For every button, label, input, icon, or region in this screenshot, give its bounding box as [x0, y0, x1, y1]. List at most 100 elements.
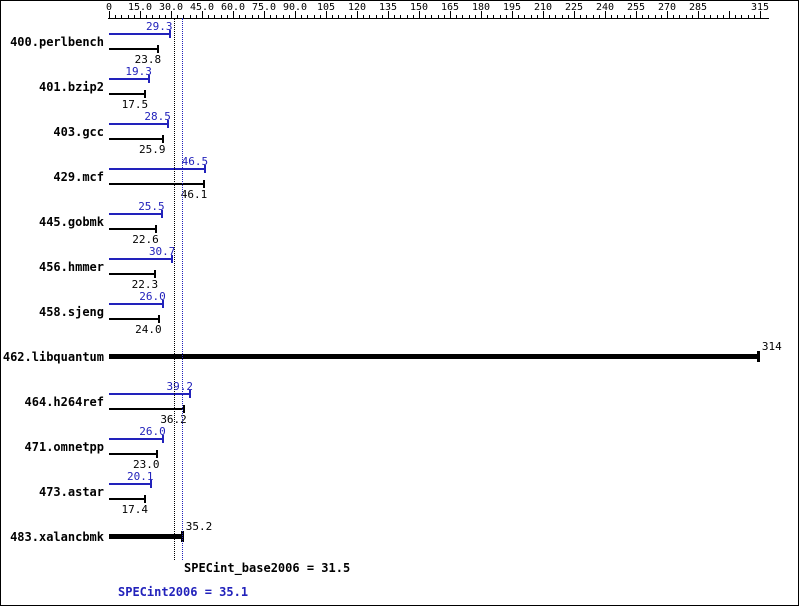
peak-bar-endcap	[149, 480, 152, 488]
benchmark-label: 473.astar	[38, 485, 104, 499]
benchmark-label: 483.xalancbmk	[10, 530, 104, 544]
axis-tick-label: 120	[347, 2, 367, 13]
axis-minor-tick	[741, 15, 742, 18]
axis-major-tick	[574, 11, 575, 18]
axis-minor-tick	[134, 15, 135, 18]
axis-minor-tick	[146, 15, 147, 18]
base-mean-label: SPECint_base2006 = 31.5	[184, 561, 351, 575]
axis-major-tick	[171, 11, 172, 18]
peak-bar	[109, 168, 206, 170]
axis-major-tick	[481, 11, 482, 18]
base-bar-endcap	[203, 180, 206, 188]
axis-major-tick	[202, 11, 203, 18]
axis-minor-tick	[345, 15, 346, 18]
axis-minor-tick	[301, 15, 302, 18]
axis-minor-tick	[128, 15, 129, 18]
axis-minor-tick	[735, 15, 736, 18]
axis-major-tick	[760, 11, 761, 18]
base-bar	[109, 408, 184, 410]
axis-minor-tick	[208, 15, 209, 18]
axis-minor-tick	[524, 15, 525, 18]
axis-tick-label: 15.0	[127, 2, 153, 13]
axis-major-tick	[264, 11, 265, 18]
benchmark-label: 462.libquantum	[2, 350, 104, 364]
peak-value-label: 29.3	[146, 20, 173, 33]
axis-tick-label: 180	[471, 2, 491, 13]
axis-minor-tick	[369, 15, 370, 18]
x-axis-line	[108, 18, 769, 19]
axis-minor-tick	[723, 15, 724, 18]
peak-bar-endcap	[171, 255, 174, 263]
peak-bar	[109, 438, 163, 440]
axis-minor-tick	[425, 15, 426, 18]
axis-minor-tick	[754, 15, 755, 18]
base-value-label: 23.8	[134, 53, 162, 66]
benchmark-label: 471.omnetpp	[24, 440, 104, 454]
axis-minor-tick	[599, 15, 600, 18]
base-value-label: 24.0	[135, 323, 162, 336]
peak-bar-endcap	[166, 120, 169, 128]
axis-minor-tick	[642, 15, 643, 18]
base-value-label: 314	[761, 340, 782, 353]
base-bar-endcap	[756, 351, 760, 362]
peak-value-label: 46.5	[181, 155, 209, 168]
base-bar-endcap	[157, 45, 160, 53]
axis-minor-tick	[438, 15, 439, 18]
peak-value-label: 28.5	[144, 110, 171, 123]
axis-minor-tick	[152, 15, 153, 18]
peak-bar	[109, 33, 170, 35]
axis-major-tick	[233, 11, 234, 18]
axis-minor-tick	[314, 15, 315, 18]
axis-minor-tick	[159, 15, 160, 18]
base-value-label: 46.1	[180, 188, 208, 201]
axis-minor-tick	[611, 15, 612, 18]
axis-minor-tick	[469, 15, 470, 18]
axis-minor-tick	[227, 15, 228, 18]
peak-bar-endcap	[189, 390, 191, 398]
benchmark-label: 464.h264ref	[24, 395, 104, 409]
axis-minor-tick	[624, 15, 625, 18]
base-value-label: 35.2	[185, 520, 213, 533]
axis-major-tick	[450, 11, 451, 18]
axis-minor-tick	[245, 15, 246, 18]
base-value-label: 17.5	[121, 98, 149, 111]
axis-minor-tick	[593, 15, 594, 18]
axis-major-tick	[357, 11, 358, 18]
axis-minor-tick	[630, 15, 631, 18]
axis-major-tick	[605, 11, 606, 18]
axis-minor-tick	[177, 15, 178, 18]
axis-tick-label: 285	[688, 2, 708, 13]
peak-bar-endcap	[204, 165, 207, 173]
benchmark-label: 456.hmmer	[38, 260, 104, 274]
axis-tick-label: 90.0	[282, 2, 308, 13]
axis-tick-label: 315	[750, 2, 770, 13]
axis-major-tick	[512, 11, 513, 18]
base-bar-endcap	[154, 225, 157, 233]
base-bar-endcap	[154, 270, 157, 278]
axis-major-tick	[667, 11, 668, 18]
benchmark-label: 401.bzip2	[38, 80, 104, 94]
axis-minor-tick	[586, 15, 587, 18]
peak-bar-endcap	[160, 210, 163, 218]
axis-minor-tick	[121, 15, 122, 18]
peak-value-label: 20.1	[127, 470, 154, 483]
axis-minor-tick	[704, 15, 705, 18]
axis-minor-tick	[568, 15, 569, 18]
axis-minor-tick	[655, 15, 656, 18]
axis-major-tick	[729, 11, 730, 18]
axis-minor-tick	[549, 15, 550, 18]
axis-minor-tick	[115, 15, 116, 18]
axis-minor-tick	[531, 15, 532, 18]
base-bar	[109, 453, 157, 455]
axis-minor-tick	[462, 15, 463, 18]
peak-value-label: 30.7	[148, 245, 176, 258]
benchmark-label: 400.perlbench	[10, 35, 104, 49]
axis-minor-tick	[400, 15, 401, 18]
axis-minor-tick	[413, 15, 414, 18]
axis-tick-label: 270	[657, 2, 677, 13]
axis-minor-tick	[487, 15, 488, 18]
axis-minor-tick	[537, 15, 538, 18]
axis-minor-tick	[332, 15, 333, 18]
axis-tick-label: 165	[440, 2, 460, 13]
axis-major-tick	[543, 11, 544, 18]
